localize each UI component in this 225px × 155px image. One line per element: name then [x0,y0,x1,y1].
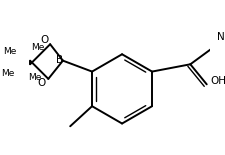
Text: N: N [216,32,224,42]
Text: O: O [38,78,46,88]
Text: OH: OH [210,76,225,86]
Text: B: B [55,55,63,65]
Text: Me: Me [31,43,44,52]
Text: Me: Me [28,73,41,82]
Text: Me: Me [2,69,15,78]
Text: Me: Me [3,47,17,56]
Text: O: O [40,35,49,45]
